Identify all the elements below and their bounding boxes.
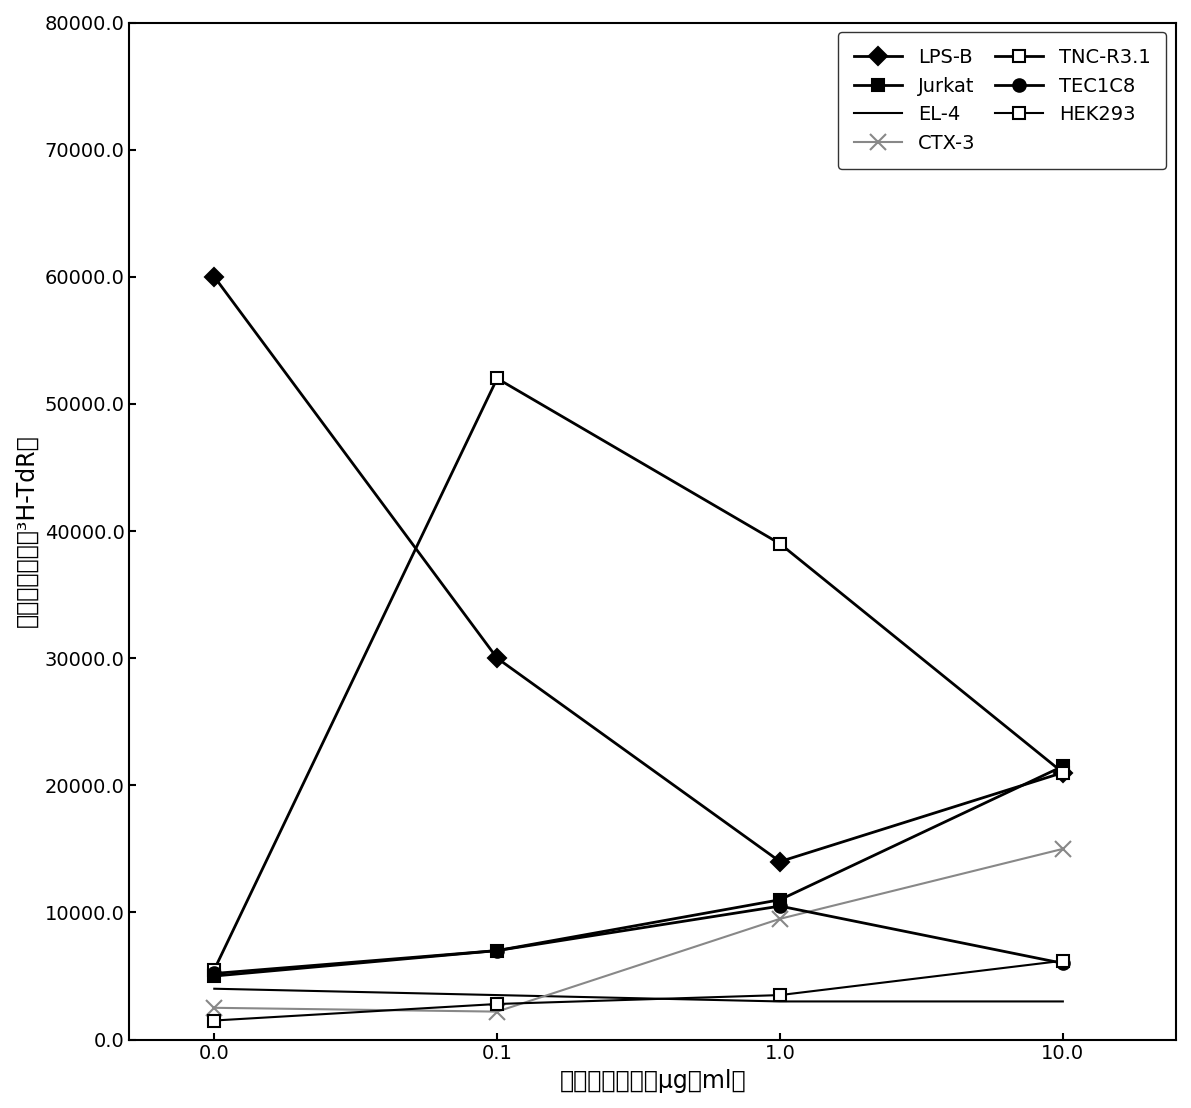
Line: HEK293: HEK293 (208, 954, 1070, 1027)
Jurkat (207, 970, 222, 983)
EL-4 (490, 988, 504, 1002)
Line: EL-4: EL-4 (214, 988, 1062, 1002)
HEK293 (207, 1014, 222, 1027)
LPS-B (773, 855, 787, 869)
LPS-B (207, 270, 222, 284)
LPS-B (490, 652, 504, 665)
CTX-3 (490, 1005, 504, 1018)
EL-4 (773, 995, 787, 1008)
Legend: LPS-B, Jurkat, EL-4, CTX-3, TNC-R3.1, TEC1C8, HEK293: LPS-B, Jurkat, EL-4, CTX-3, TNC-R3.1, TE… (838, 32, 1166, 168)
Y-axis label: 每分钟脉冲数（³H-TdR）: 每分钟脉冲数（³H-TdR） (15, 434, 39, 627)
HEK293 (773, 988, 787, 1002)
EL-4 (1055, 995, 1070, 1008)
LPS-B (1055, 766, 1070, 779)
Jurkat (773, 893, 787, 906)
Line: LPS-B: LPS-B (208, 270, 1070, 868)
X-axis label: 强力霖素浓度（μg／ml）: 强力霖素浓度（μg／ml） (560, 1069, 746, 1092)
TEC1C8 (1055, 956, 1070, 970)
TNC-R3.1 (207, 963, 222, 976)
HEK293 (490, 997, 504, 1010)
Jurkat (490, 944, 504, 957)
TNC-R3.1 (490, 372, 504, 386)
TEC1C8 (207, 967, 222, 981)
Line: TNC-R3.1: TNC-R3.1 (208, 372, 1070, 976)
CTX-3 (207, 1002, 222, 1015)
TEC1C8 (773, 900, 787, 913)
CTX-3 (1055, 842, 1070, 855)
Line: CTX-3: CTX-3 (206, 841, 1071, 1019)
Jurkat (1055, 760, 1070, 773)
TNC-R3.1 (773, 537, 787, 551)
TNC-R3.1 (1055, 766, 1070, 779)
Line: Jurkat: Jurkat (208, 760, 1070, 983)
CTX-3 (773, 912, 787, 925)
TEC1C8 (490, 944, 504, 957)
EL-4 (207, 982, 222, 995)
HEK293 (1055, 954, 1070, 967)
Line: TEC1C8: TEC1C8 (208, 900, 1070, 979)
